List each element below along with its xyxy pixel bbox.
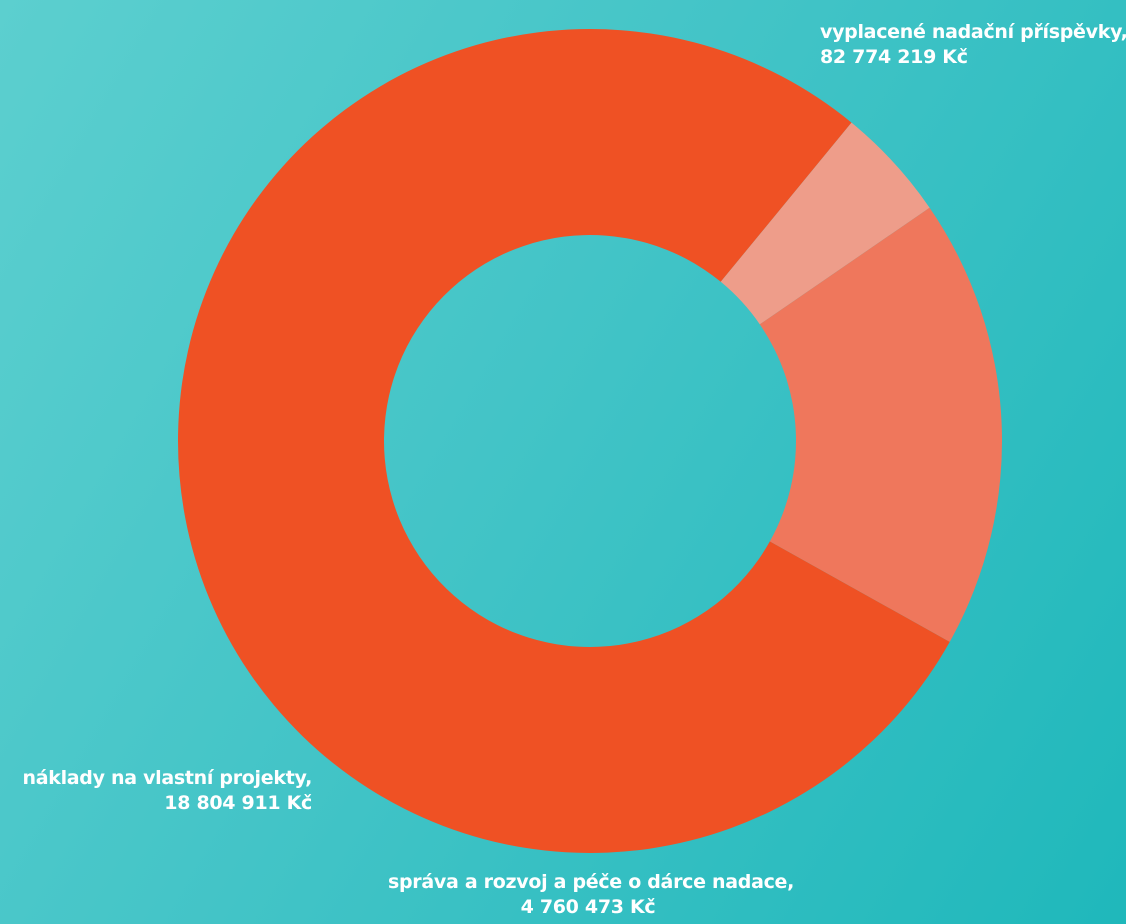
slice-grants xyxy=(177,28,950,853)
slice-label-administration-value: 4 760 473 Kč xyxy=(520,896,656,918)
slice-label-administration: správa a rozvoj a péče o dárce nadace, 4… xyxy=(388,870,795,920)
slice-label-grants-name: vyplacené nadační příspěvky, xyxy=(820,21,1126,43)
slice-own-projects xyxy=(759,207,1002,642)
slice-label-own-projects-value: 18 804 911 Kč xyxy=(164,792,312,814)
slice-label-grants: vyplacené nadační příspěvky, 82 774 219 … xyxy=(820,20,1126,70)
slice-administration xyxy=(720,122,930,325)
slice-label-administration-name: správa a rozvoj a péče o dárce nadace, xyxy=(388,871,795,893)
slice-label-grants-value: 82 774 219 Kč xyxy=(820,46,968,68)
slice-label-own-projects-name: náklady na vlastní projekty, xyxy=(22,767,312,789)
slice-label-own-projects: náklady na vlastní projekty, 18 804 911 … xyxy=(8,766,312,816)
